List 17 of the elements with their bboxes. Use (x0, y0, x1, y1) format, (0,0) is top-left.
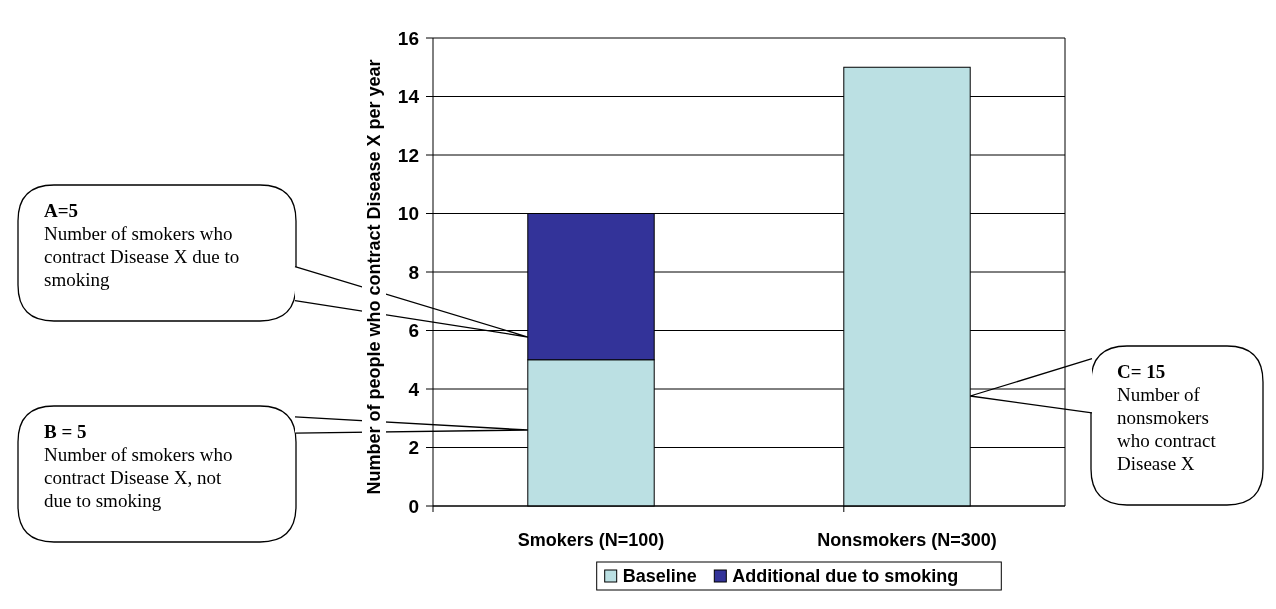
legend-label: Baseline (622, 566, 697, 587)
y-tick-label: 14 (397, 86, 420, 108)
y-tick-label: 10 (397, 203, 419, 225)
x-tick-label: Smokers (N=100) (517, 530, 665, 550)
y-tick-label: 8 (408, 261, 419, 283)
x-tick-label: Nonsmokers (N=300) (817, 530, 997, 550)
y-tick-label: 16 (397, 27, 419, 49)
text: A=5 Number of smokers who contract Disease X due to smoking (44, 200, 240, 290)
text: C= 15 Number of nonsmokers who contract Disease X (1117, 361, 1217, 474)
y-axis-title: Number of people who contract Disease X per year (364, 59, 384, 495)
y-tick-label: 12 (397, 144, 419, 166)
y-tick-label: 4 (408, 378, 420, 400)
y-tick-label: 2 (408, 437, 419, 459)
y-tick-label: 6 (408, 320, 419, 342)
legend-label: Additional due to smoking (732, 566, 959, 587)
y-tick-label: 0 (408, 495, 419, 517)
text: B = 5 Number of smokers who contract Disease X, not due to smoking (44, 421, 233, 511)
